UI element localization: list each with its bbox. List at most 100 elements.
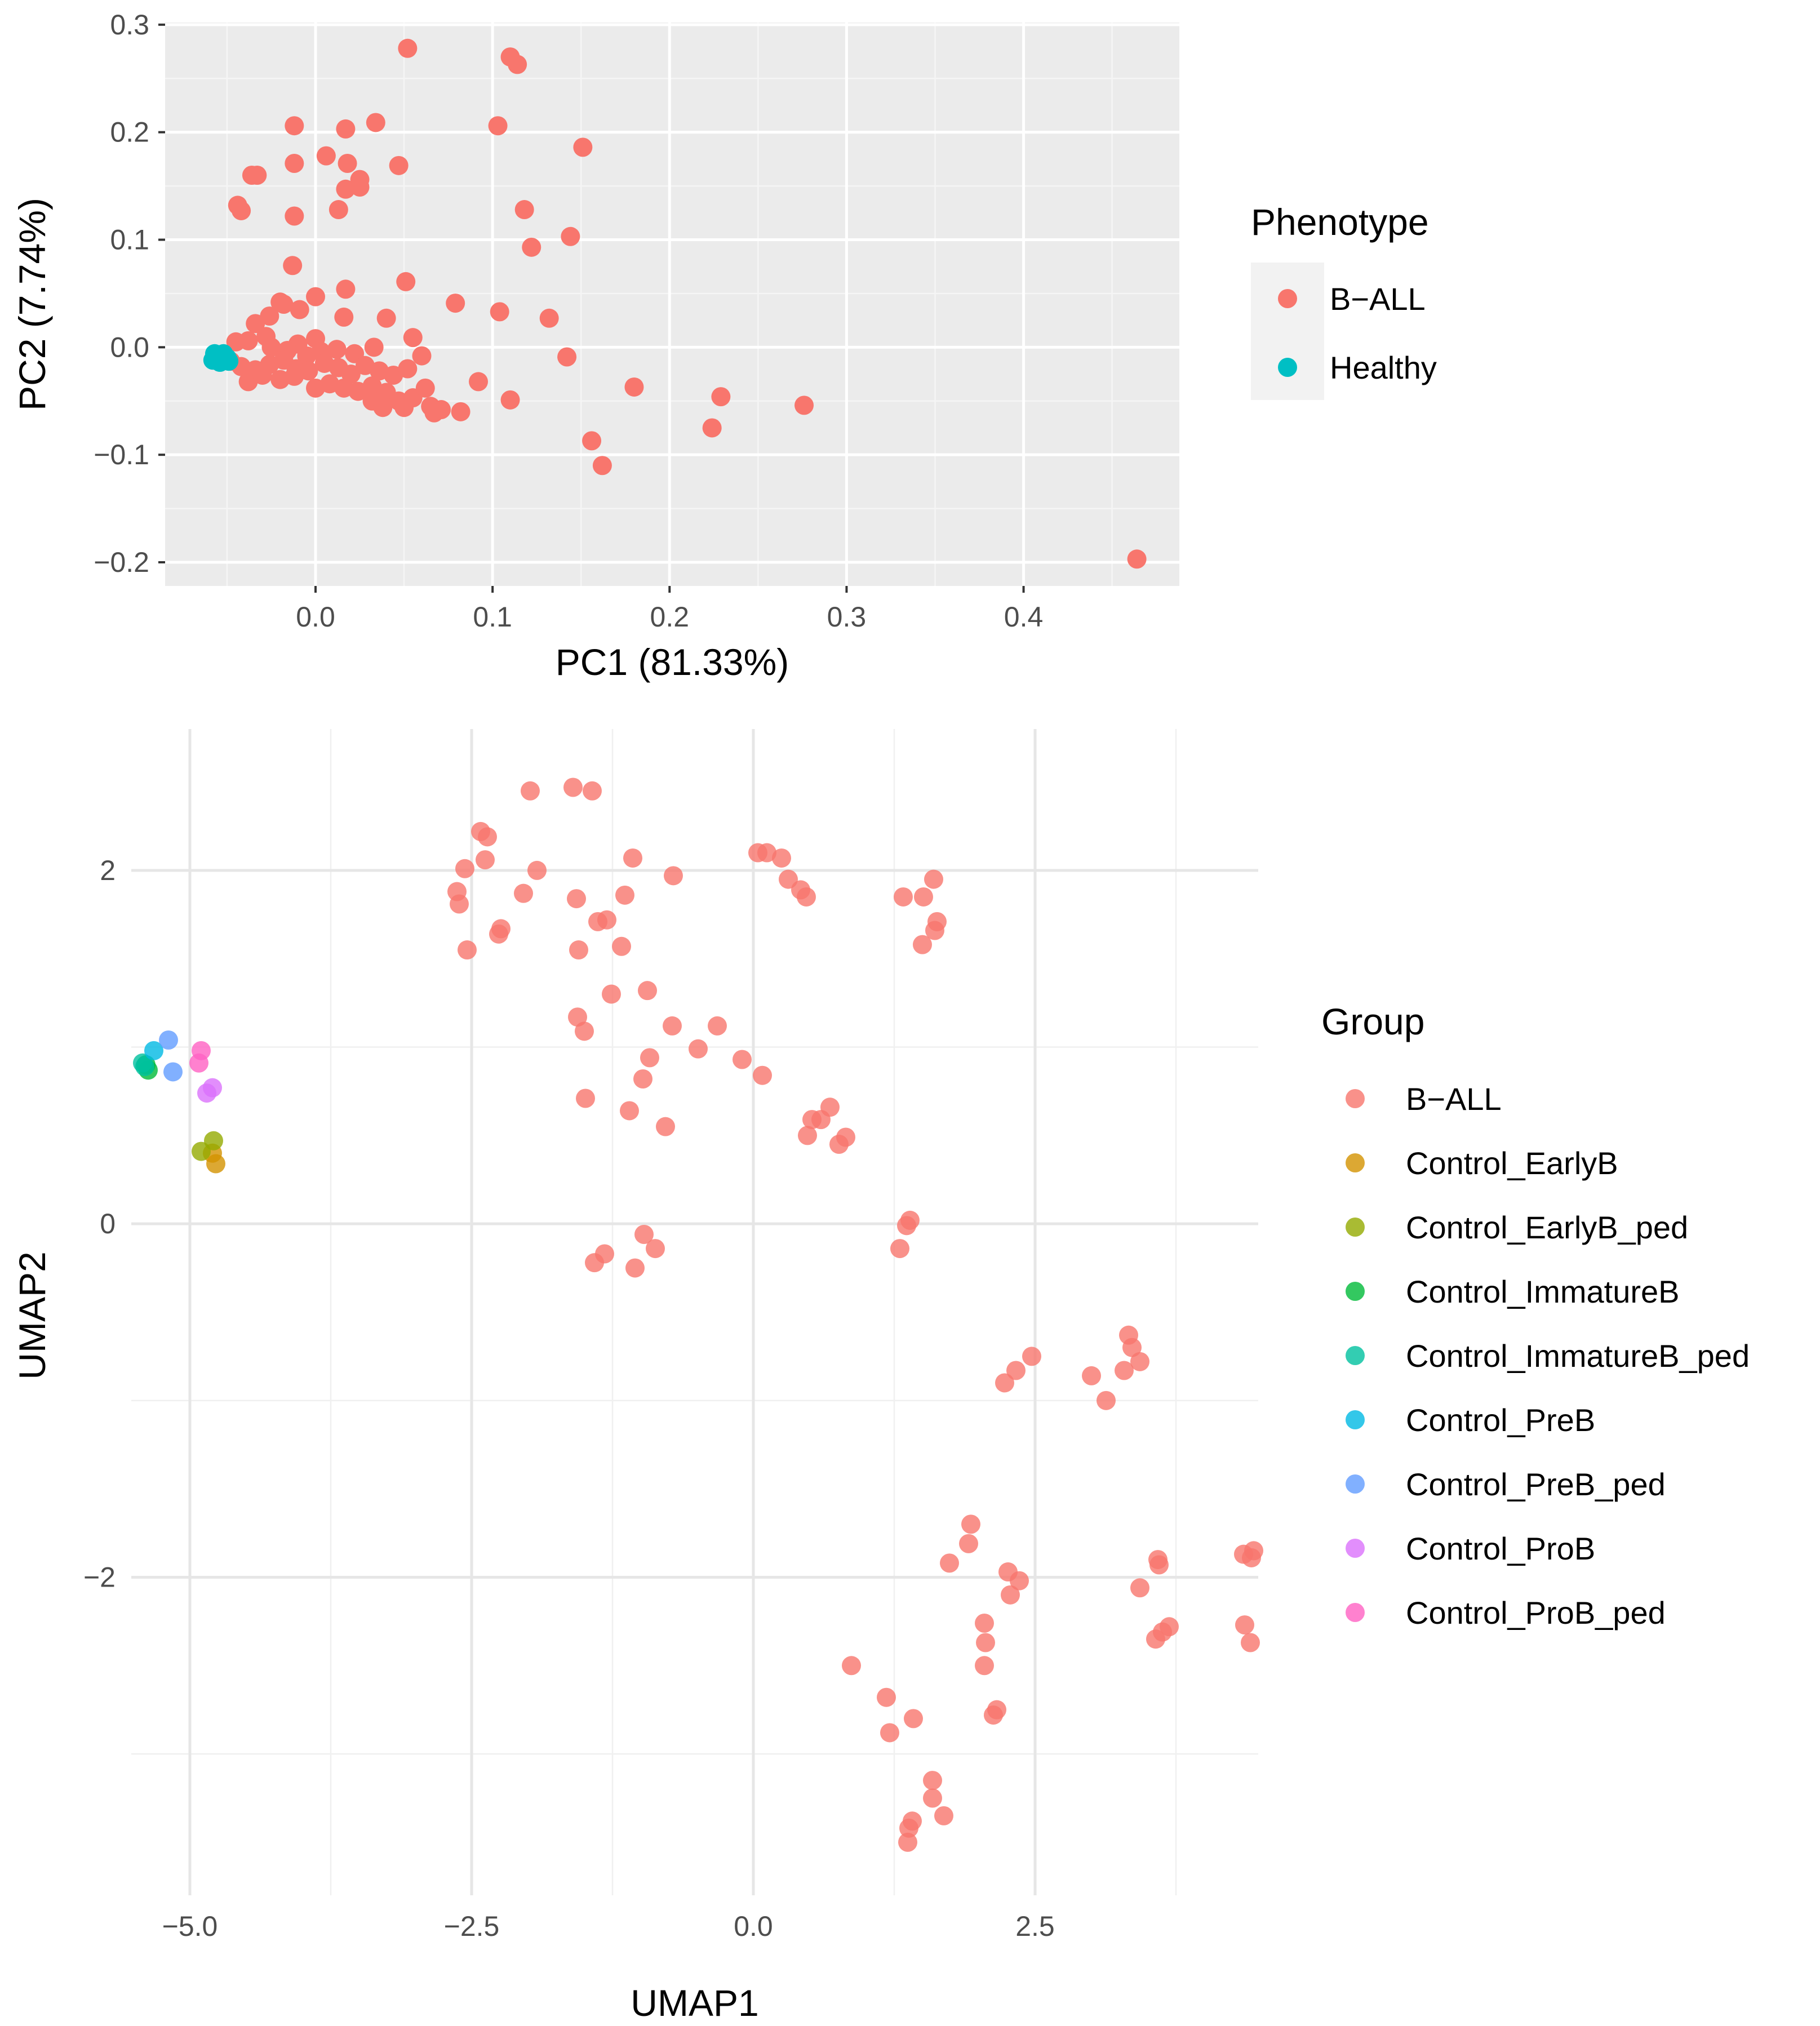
umap-point-control-preb-ped (163, 1062, 183, 1082)
pca-x-tick-label: 0.3 (827, 601, 867, 633)
umap-point-b-all (455, 859, 474, 878)
umap-point-b-all (914, 887, 933, 907)
umap-legend-title: Group (1321, 1001, 1424, 1042)
umap-legend-label-control-preb: Control_PreB (1406, 1402, 1595, 1438)
umap-y-tick-label: −2 (83, 1561, 116, 1593)
umap-point-b-all (625, 1258, 645, 1278)
umap-point-b-all (820, 1098, 840, 1117)
umap-point-control-preb-ped (159, 1030, 178, 1050)
umap-point-b-all (899, 1818, 918, 1838)
umap-point-b-all (1082, 1366, 1101, 1385)
umap-point-b-all (995, 1373, 1014, 1393)
umap-point-b-all (975, 1614, 994, 1633)
pca-point-b-all (488, 116, 508, 136)
pca-point-b-all (451, 402, 470, 421)
umap-points (133, 777, 1263, 1852)
pca-point-b-all (469, 372, 489, 392)
umap-point-control-prob-ped (189, 1053, 208, 1073)
pca-point-b-all (329, 200, 348, 220)
pca-point-b-all (508, 55, 527, 74)
pca-point-b-all (336, 179, 356, 199)
umap-point-b-all (1130, 1578, 1149, 1598)
umap-x-axis-title: UMAP1 (631, 1982, 758, 2024)
pca-point-b-all (285, 116, 304, 136)
umap-point-b-all (638, 981, 657, 1001)
pca-point-b-all (432, 400, 451, 420)
umap-point-b-all (898, 1832, 917, 1852)
umap-point-b-all (476, 850, 495, 870)
umap-legend-label-control-preb-ped: Control_PreB_ped (1406, 1467, 1666, 1502)
umap-point-b-all (663, 1016, 682, 1036)
pca-point-b-all (336, 119, 356, 139)
pca-point-b-all (285, 206, 304, 226)
umap-point-b-all (634, 1225, 654, 1244)
pca-point-b-all (522, 237, 541, 257)
pca-y-tick-label: −0.2 (94, 547, 149, 578)
pca-point-b-all (336, 279, 356, 299)
umap-legend-key-control-prob-ped (1346, 1603, 1365, 1622)
umap-legend-key-b-all (1346, 1089, 1365, 1108)
pca-panel: 0.0 0.1 0.2 0.3 0.4 −0.2 −0.1 0.0 0.1 0.2 0.3 PC1 … (11, 9, 1437, 683)
umap-point-control-earlyb-ped (204, 1131, 223, 1150)
umap-point-b-all (563, 777, 583, 797)
umap-point-b-all (689, 1039, 708, 1059)
umap-point-b-all (842, 1656, 861, 1676)
umap-point-b-all (959, 1534, 978, 1553)
pca-point-b-all (711, 387, 731, 407)
umap-y-axis-title: UMAP2 (11, 1251, 53, 1379)
umap-point-b-all (583, 781, 602, 801)
umap-point-b-all (798, 1126, 817, 1145)
pca-point-b-all (316, 146, 336, 166)
pca-point-b-all (338, 154, 357, 173)
umap-point-b-all (575, 1021, 594, 1041)
pca-y-tick-label: −0.1 (94, 439, 149, 470)
umap-point-b-all (1235, 1615, 1254, 1635)
pca-point-b-all (366, 113, 385, 132)
umap-point-b-all (894, 887, 913, 907)
pca-point-b-all (285, 366, 304, 386)
pca-y-tick-label: 0.2 (110, 117, 149, 148)
umap-point-b-all (924, 869, 943, 889)
umap-legend-key-control-preb (1346, 1410, 1365, 1429)
pca-point-b-all (290, 300, 309, 319)
umap-point-b-all (1022, 1347, 1041, 1366)
umap-point-b-all (597, 910, 616, 930)
umap-x-tick-label: −5.0 (162, 1911, 218, 1942)
umap-legend-key-control-immatureb-ped (1346, 1346, 1365, 1365)
pca-x-tick-label: 0.1 (473, 601, 512, 633)
umap-point-b-all (877, 1687, 896, 1707)
umap-point-b-all (1146, 1629, 1165, 1649)
umap-point-b-all (753, 1065, 772, 1085)
pca-point-b-all (364, 337, 384, 357)
pca-point-b-all (327, 340, 347, 359)
umap-point-b-all (934, 1806, 953, 1825)
pca-point-b-all (376, 308, 396, 328)
umap-plot-background (131, 729, 1258, 1895)
umap-legend-label-b-all: B−ALL (1406, 1081, 1502, 1117)
umap-y-tick-label: 2 (100, 855, 116, 886)
pca-point-b-all (514, 200, 534, 220)
umap-point-b-all (623, 848, 642, 868)
umap-point-b-all (527, 860, 547, 880)
umap-point-b-all (646, 1239, 665, 1259)
umap-legend-label-control-immatureb-ped: Control_ImmatureB_ped (1406, 1338, 1750, 1374)
umap-point-b-all (567, 889, 586, 909)
umap-point-b-all (976, 1633, 995, 1652)
pca-point-b-all (490, 302, 509, 322)
umap-point-b-all (656, 1117, 675, 1136)
umap-legend-label-control-prob: Control_ProB (1406, 1531, 1595, 1566)
pca-legend-title: Phenotype (1251, 201, 1429, 243)
umap-point-b-all (772, 848, 791, 868)
pca-point-b-all (557, 347, 577, 367)
pca-x-axis-title: PC1 (81.33%) (556, 641, 789, 683)
umap-panel: −5.0 −2.5 0.0 2.5 −2 0 2 UMAP1 UMAP2 Group B−A… (11, 729, 1750, 2024)
umap-x-tick-label: −2.5 (444, 1911, 500, 1942)
pca-point-b-all (247, 165, 267, 185)
umap-point-b-all (923, 1788, 942, 1808)
pca-y-tick-label: 0.0 (110, 331, 149, 363)
umap-point-b-all (1130, 1352, 1149, 1371)
umap-point-b-all (904, 1709, 923, 1729)
pca-x-tick-label: 0.2 (650, 601, 690, 633)
pca-grid (165, 23, 1179, 586)
